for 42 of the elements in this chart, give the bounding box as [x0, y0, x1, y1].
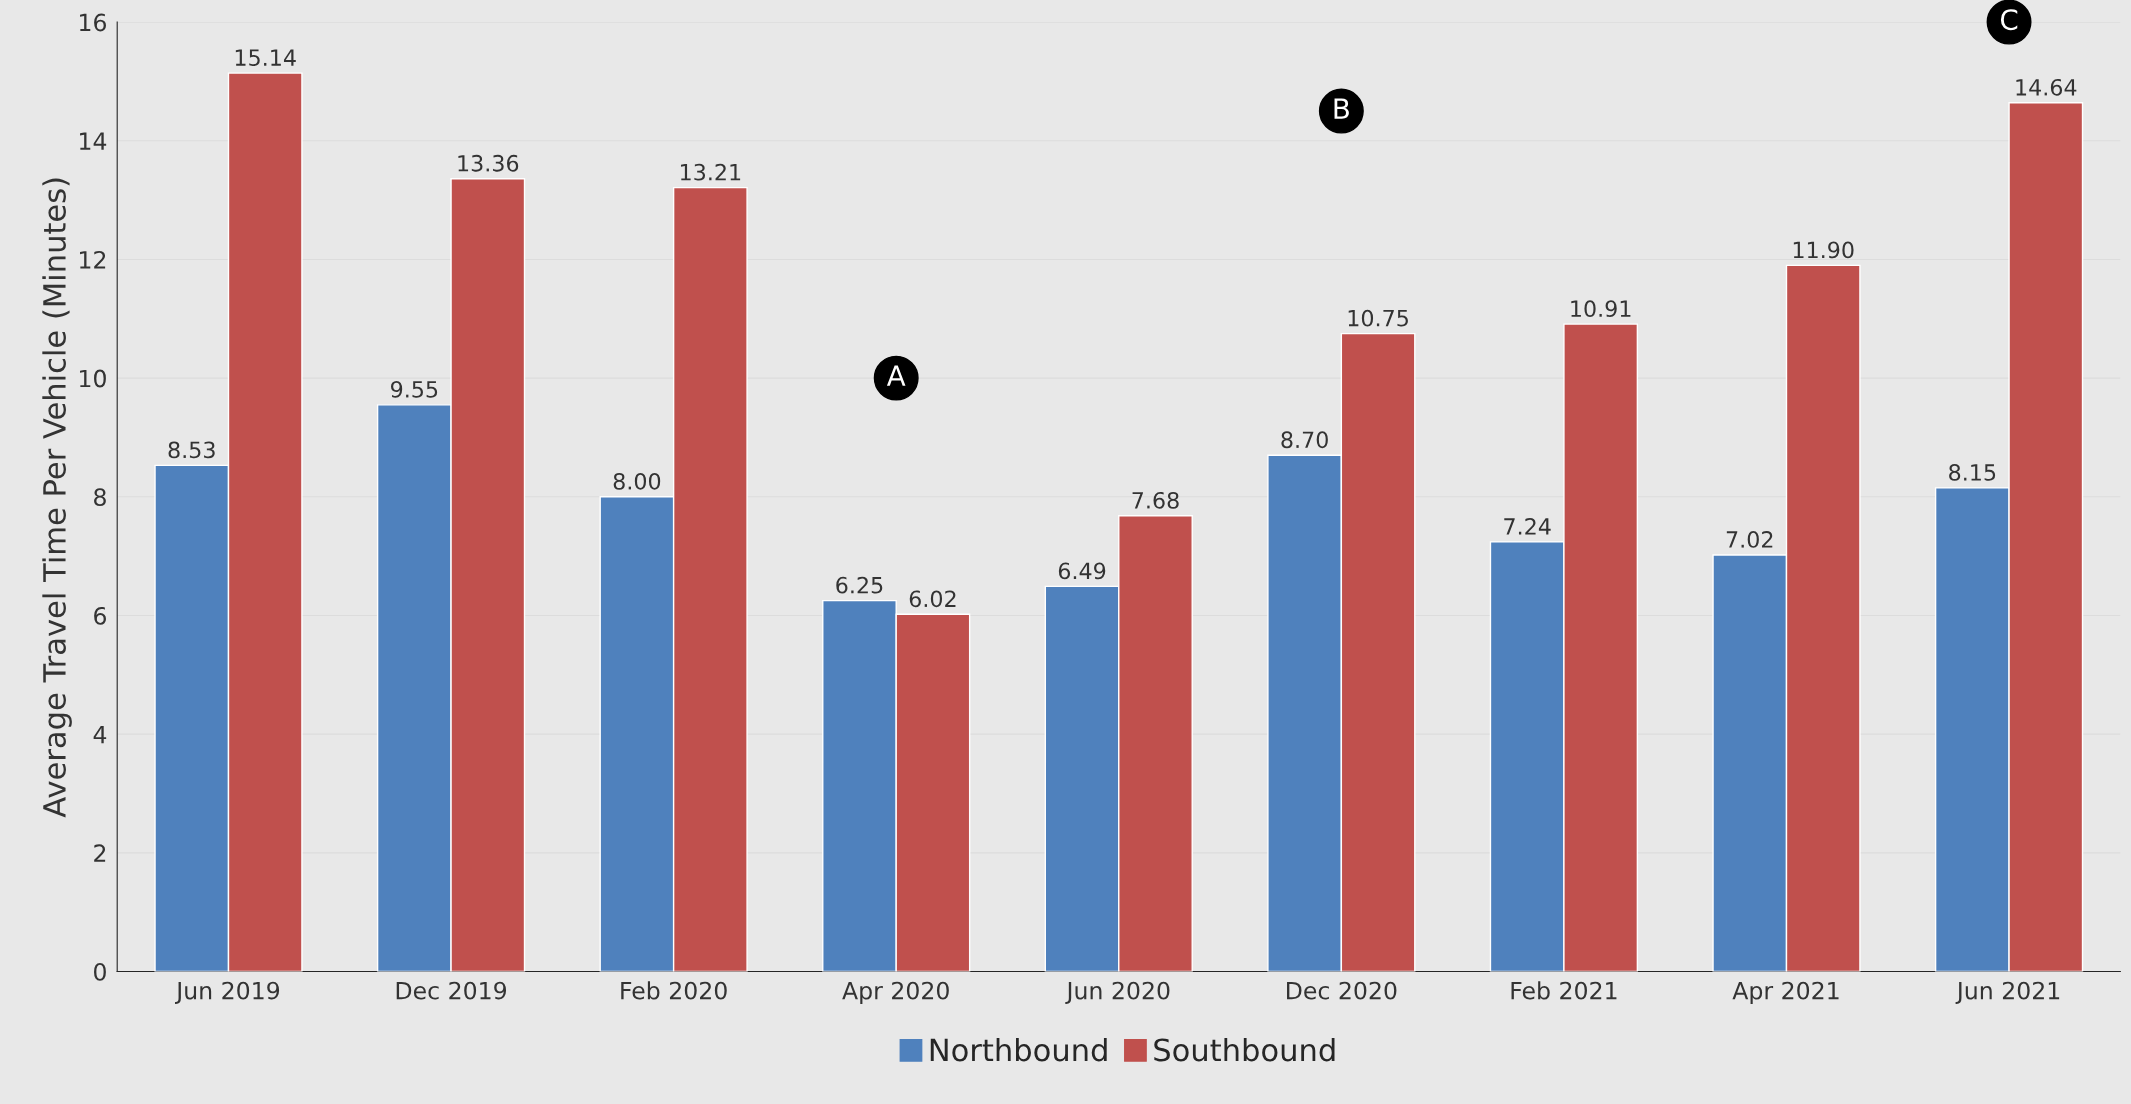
y-tick-label: 10: [80, 369, 106, 388]
annotation: A: [886, 365, 906, 386]
text: 6.49: [1058, 562, 1106, 580]
text: 10.75: [1348, 309, 1408, 327]
text: 13.36: [458, 154, 519, 172]
x-tick-label: Apr 2021: [1732, 981, 1839, 1005]
text: 13.21: [680, 163, 741, 181]
x-tick-label: Feb 2021: [1511, 981, 1617, 1000]
text: 6.25: [836, 576, 883, 594]
text: 8.00: [613, 472, 661, 490]
x-tick-label: Dec 2019: [396, 981, 507, 1000]
x-tick-label: Jun 2021: [1955, 981, 2060, 1004]
text: 7.02: [1726, 531, 1773, 548]
y-axis-title: Average Travel Time Per Vehicle (Minutes): [42, 178, 72, 818]
text: 10.91: [1571, 300, 1631, 318]
text: 6.02: [909, 590, 956, 608]
x-tick-label: Dec 2020: [1287, 981, 1397, 1000]
text: 14.64: [2016, 78, 2077, 96]
x-tick-label: Jun 2020: [1065, 981, 1170, 1004]
text: 9.55: [391, 380, 438, 398]
text: 11.90: [1793, 241, 1854, 259]
text: 15.14: [235, 49, 296, 67]
text: 8.53: [168, 441, 215, 459]
x-tick-label: Feb 2020: [621, 981, 727, 1000]
text: 8.70: [1281, 431, 1328, 449]
y-tick-label: 12: [80, 250, 106, 269]
annotation: C: [2000, 9, 2018, 31]
y-tick-label: 4: [93, 725, 107, 744]
text: 7.24: [1504, 518, 1551, 535]
y-tick-label: 8: [94, 488, 106, 507]
text: 7.68: [1132, 491, 1179, 509]
x-tick-label: Apr 2020: [842, 981, 949, 1005]
y-tick-label: 16: [80, 13, 106, 32]
legend-label: Northbound: [930, 1037, 1107, 1062]
y-tick-label: 6: [94, 606, 106, 625]
annotation: B: [1334, 98, 1349, 119]
y-tick-label: 2: [94, 844, 106, 862]
text: 8.15: [1949, 464, 1996, 481]
y-tick-label: 0: [94, 962, 106, 981]
y-tick-label: 14: [80, 132, 107, 150]
legend-label: Southbound: [1154, 1037, 1335, 1062]
x-tick-label: Jun 2019: [175, 981, 280, 1004]
